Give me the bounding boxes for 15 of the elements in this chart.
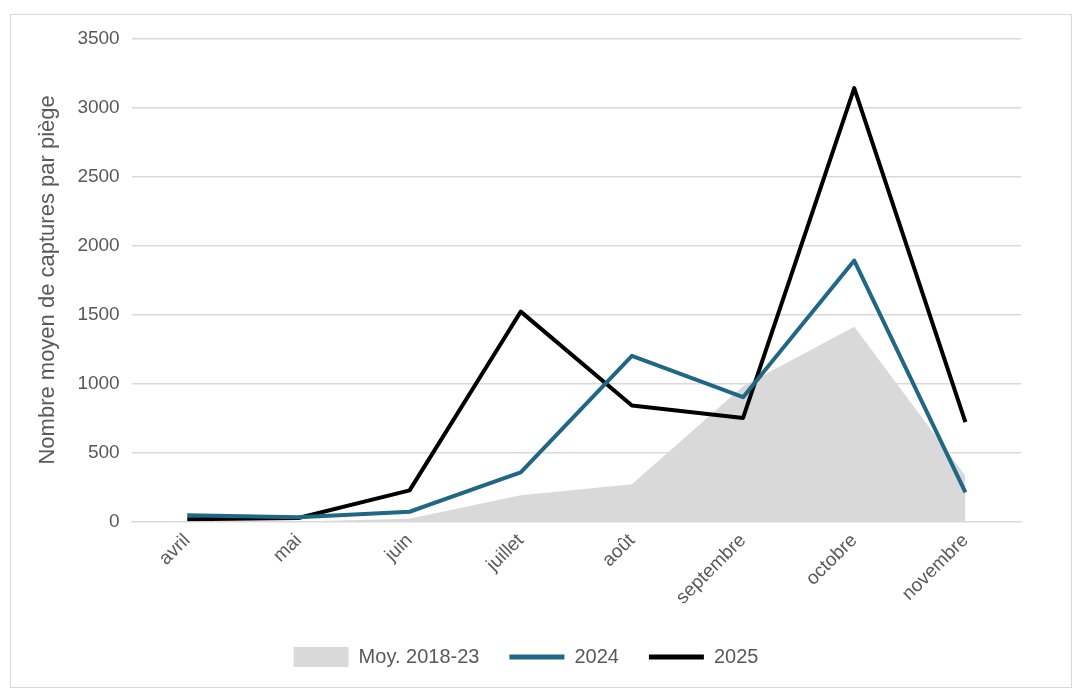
y-tick-label: 1000 <box>77 371 120 393</box>
y-tick-label: 0 <box>109 509 120 531</box>
legend-label: Moy. 2018-23 <box>358 644 480 667</box>
x-tick-label: août <box>597 528 639 571</box>
y-tick-label: 2000 <box>77 233 120 255</box>
legend-label: 2024 <box>574 644 619 667</box>
x-tick-label: juin <box>379 529 417 566</box>
y-tick-label: 1500 <box>77 302 120 324</box>
y-tick-label: 3000 <box>77 95 120 117</box>
y-tick-label: 3500 <box>77 26 120 48</box>
y-tick-label: 2500 <box>77 164 120 186</box>
x-tick-label: mai <box>268 529 305 566</box>
y-tick-label: 500 <box>87 440 120 462</box>
legend-label: 2025 <box>713 644 759 667</box>
y-axis-title: Nombre moyen de captures par piège <box>34 95 60 465</box>
